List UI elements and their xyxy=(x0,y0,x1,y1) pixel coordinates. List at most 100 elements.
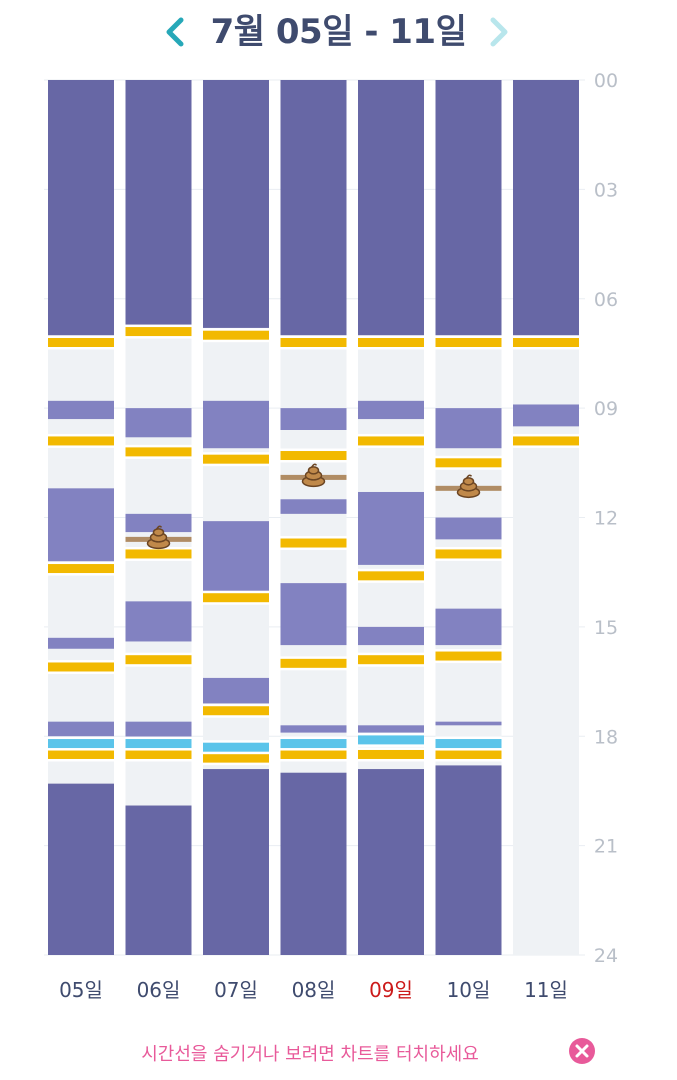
feeding-marker xyxy=(280,451,347,461)
hour-tick-label: 21 xyxy=(594,836,618,858)
sleep-block xyxy=(435,765,502,955)
week-title: 7월 05일 - 11일 xyxy=(210,12,467,52)
bath-marker xyxy=(203,742,269,752)
day-label: 06일 xyxy=(137,978,181,1002)
timeline-hint-text: 시간선을 숨기거나 보려면 차트를 터치하세요 xyxy=(141,1044,479,1065)
chevron-right-icon xyxy=(490,17,508,47)
sleep-block xyxy=(125,408,192,438)
feeding-marker xyxy=(203,330,269,340)
sleep-block xyxy=(203,80,269,328)
previous-week-button[interactable] xyxy=(156,10,196,54)
week-header: 7월 05일 - 11일 xyxy=(0,0,677,64)
feeding-marker xyxy=(435,651,502,661)
feeding-marker xyxy=(125,447,192,457)
hour-tick-label: 00 xyxy=(594,70,618,92)
bath-marker xyxy=(125,739,192,749)
feeding-marker xyxy=(48,436,114,446)
day-label: 07일 xyxy=(214,978,258,1002)
sleep-block xyxy=(203,400,269,449)
sleep-block xyxy=(48,488,114,562)
sleep-block xyxy=(280,499,347,514)
bath-marker xyxy=(48,739,114,749)
sleep-block xyxy=(280,772,347,955)
hour-tick-label: 12 xyxy=(594,508,618,530)
feeding-marker xyxy=(358,655,424,665)
day-label: 05일 xyxy=(59,978,103,1002)
sleep-block xyxy=(358,80,424,336)
feeding-marker xyxy=(435,458,502,468)
feeding-marker xyxy=(358,338,424,347)
sleep-block xyxy=(358,491,424,565)
sleep-block xyxy=(358,400,424,420)
sleep-block xyxy=(48,637,114,649)
sleep-block xyxy=(48,400,114,420)
feeding-marker xyxy=(280,338,347,347)
sleep-block xyxy=(48,783,114,955)
bath-marker xyxy=(435,739,502,749)
day-label: 10일 xyxy=(447,978,491,1002)
feeding-marker xyxy=(435,549,502,559)
hour-tick-label: 24 xyxy=(594,945,618,967)
sleep-block xyxy=(48,721,114,737)
feeding-marker xyxy=(48,564,114,574)
day-label: 11일 xyxy=(524,978,568,1002)
feeding-marker xyxy=(280,538,347,548)
feeding-marker xyxy=(125,655,192,665)
hour-tick-label: 09 xyxy=(594,398,618,420)
feeding-marker xyxy=(280,749,347,759)
sleep-block xyxy=(280,725,347,733)
poop-icon xyxy=(456,474,481,499)
hour-tick-label: 18 xyxy=(594,726,618,748)
feeding-marker xyxy=(358,571,424,581)
day-label: 09일 xyxy=(369,978,413,1002)
hour-tick-label: 03 xyxy=(594,179,618,201)
sleep-block xyxy=(203,521,269,595)
feeding-marker xyxy=(125,549,192,559)
feeding-marker xyxy=(513,436,579,446)
sleep-block xyxy=(435,80,502,336)
sleep-block xyxy=(280,408,347,430)
sleep-block xyxy=(125,805,192,955)
sleep-block xyxy=(358,725,424,733)
day-label: 08일 xyxy=(292,978,336,1002)
feeding-marker xyxy=(125,327,192,337)
feeding-marker xyxy=(48,749,114,759)
sleep-block xyxy=(513,80,579,336)
sleep-block xyxy=(280,583,347,646)
sleep-block xyxy=(435,721,502,726)
sleep-block xyxy=(513,404,579,427)
sleep-block xyxy=(203,677,269,704)
close-circle-icon xyxy=(569,1038,595,1064)
sleep-block xyxy=(125,601,192,642)
feeding-marker xyxy=(203,753,269,763)
sleep-block xyxy=(358,626,424,646)
feeding-marker xyxy=(203,706,269,716)
hour-tick-label: 15 xyxy=(594,617,618,639)
bath-marker xyxy=(358,735,424,745)
sleep-timeline-chart[interactable]: 00 03 06 09 12 15 18 21 24 05일 06일 07일 08일 09일 10일 11일 xyxy=(0,0,677,1020)
feeding-marker xyxy=(48,662,114,672)
feeding-marker xyxy=(203,593,269,603)
feeding-marker xyxy=(513,338,579,347)
bath-marker xyxy=(280,739,347,749)
sleep-block xyxy=(125,721,192,740)
hour-tick-label: 06 xyxy=(594,289,618,311)
feeding-marker xyxy=(203,454,269,464)
sleep-block xyxy=(125,513,192,533)
poop-icon xyxy=(146,525,171,550)
feeding-marker xyxy=(48,338,114,347)
poop-icon xyxy=(301,463,326,488)
close-hint-button[interactable] xyxy=(568,1037,596,1065)
feeding-marker xyxy=(358,436,424,446)
chevron-left-icon xyxy=(166,17,184,47)
sleep-block xyxy=(435,408,502,449)
feeding-marker xyxy=(125,749,192,759)
sleep-block xyxy=(280,80,347,336)
sleep-block xyxy=(358,769,424,955)
feeding-marker xyxy=(435,338,502,347)
sleep-block xyxy=(435,608,502,646)
sleep-block xyxy=(203,769,269,955)
next-week-button[interactable] xyxy=(478,10,518,54)
footer-bar: 시간선을 숨기거나 보려면 차트를 터치하세요 xyxy=(0,1030,677,1074)
sleep-block xyxy=(48,80,114,336)
